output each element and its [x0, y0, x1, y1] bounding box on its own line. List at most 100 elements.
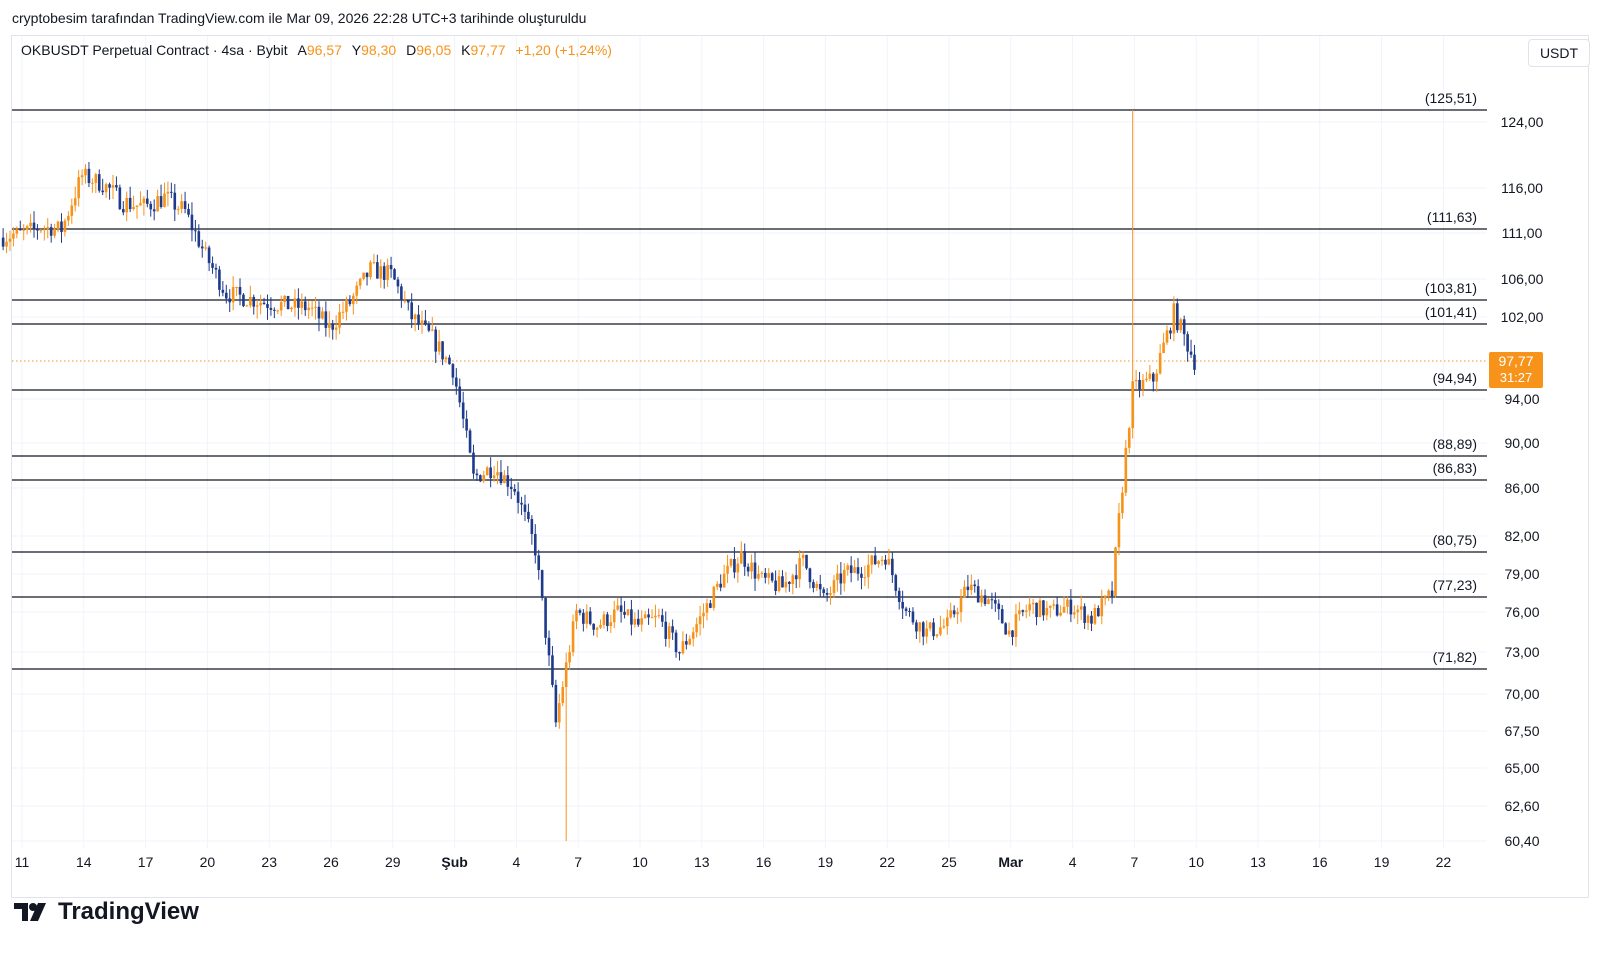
candle-body [386, 265, 389, 280]
candle-body [818, 583, 822, 590]
candle-body [812, 582, 815, 588]
candle-body [530, 519, 534, 535]
candle-body [760, 572, 764, 574]
candle-body [884, 559, 887, 565]
candle-body [46, 227, 50, 230]
candle-body [279, 302, 283, 311]
level-label: (77,23) [1433, 577, 1477, 593]
level-label: (80,75) [1433, 532, 1477, 548]
candle-body [1021, 610, 1025, 612]
candle-body [863, 577, 867, 579]
candle-body [640, 618, 644, 625]
chart-frame[interactable] [11, 35, 1589, 898]
candle-body [698, 616, 702, 625]
time-tick-label: 4 [513, 854, 521, 870]
candle-body [87, 168, 91, 183]
candle-body [520, 502, 523, 505]
candle-body [523, 504, 527, 512]
candle-body [853, 567, 856, 574]
time-tick-label: 13 [694, 854, 710, 870]
candle-body [1097, 607, 1100, 617]
symbol-name[interactable]: OKBUSDT Perpetual Contract · 4sa · Bybit [21, 42, 288, 58]
candle-body [791, 575, 795, 584]
candle-body [1024, 610, 1028, 612]
candle-body [626, 609, 630, 615]
price-tag-box [1489, 352, 1543, 388]
change-value: +1,20 (+1,24%) [515, 42, 612, 58]
candle-body [558, 703, 561, 723]
candle-body [877, 561, 880, 565]
candle-body [393, 269, 396, 280]
candle-body [956, 612, 959, 615]
candle-body [228, 298, 232, 303]
tradingview-logo[interactable]: TradingView [14, 898, 199, 926]
candle-body [1038, 600, 1042, 618]
candle-body [671, 626, 674, 633]
candle-body [1124, 447, 1128, 493]
candle-body [540, 570, 544, 598]
candle-body [949, 610, 953, 618]
candle-body [283, 295, 286, 303]
candle-body [22, 229, 26, 231]
time-tick-label: 23 [261, 854, 277, 870]
high-label: Y [351, 42, 362, 58]
candle-body [146, 198, 149, 204]
candle-body [499, 472, 503, 484]
candle-body [736, 563, 740, 573]
candle-body [709, 603, 712, 608]
candle-body [166, 191, 170, 194]
candle-body [358, 278, 362, 286]
candle-body [1090, 615, 1093, 624]
candle-body [832, 580, 836, 594]
candle-body [715, 583, 719, 587]
candle-body [1165, 330, 1169, 343]
candle-body [1182, 319, 1186, 335]
low-value: 96,05 [416, 42, 452, 58]
candle-body [1172, 303, 1176, 334]
open-label: A [297, 42, 307, 58]
candle-body [925, 628, 928, 637]
price-tag-countdown: 31:27 [1500, 370, 1533, 385]
candle-body [84, 168, 87, 176]
candle-body [276, 310, 280, 312]
candle-body [32, 222, 36, 229]
candle-body [691, 632, 695, 639]
candle-body [1131, 381, 1134, 429]
candle-body [455, 377, 458, 387]
candle-body [108, 184, 111, 188]
candle-body [623, 611, 626, 615]
candle-body [362, 272, 365, 279]
price-tick-label: 76,00 [1504, 604, 1539, 620]
candle-body [1052, 604, 1056, 606]
candle-body [506, 475, 510, 487]
candle-body [554, 684, 558, 723]
candle-body [836, 573, 839, 581]
candle-body [269, 307, 273, 310]
candle-body [224, 292, 228, 299]
candle-body [774, 580, 777, 591]
candle-body [204, 247, 207, 249]
candle-body [915, 622, 918, 632]
candle-body [887, 558, 891, 565]
currency-button[interactable]: USDT [1528, 39, 1590, 67]
candle-body [647, 614, 650, 618]
candle-body [568, 652, 571, 663]
candle-body [1, 237, 5, 247]
candle-body [1169, 330, 1172, 334]
candle-body [221, 289, 225, 293]
candle-body [479, 475, 482, 482]
candle-body [829, 593, 832, 595]
candle-body [43, 229, 46, 231]
candle-body [805, 554, 808, 569]
time-tick-label: 13 [1250, 854, 1266, 870]
candle-body [767, 573, 771, 578]
candle-body [750, 562, 753, 572]
level-label: (103,81) [1425, 280, 1477, 296]
price-tick-label: 116,00 [1501, 180, 1543, 196]
candle-body [781, 576, 784, 588]
time-tick-label: 16 [1312, 854, 1328, 870]
candle-body [427, 323, 431, 331]
candle-body [352, 295, 355, 305]
candle-body [846, 565, 850, 570]
